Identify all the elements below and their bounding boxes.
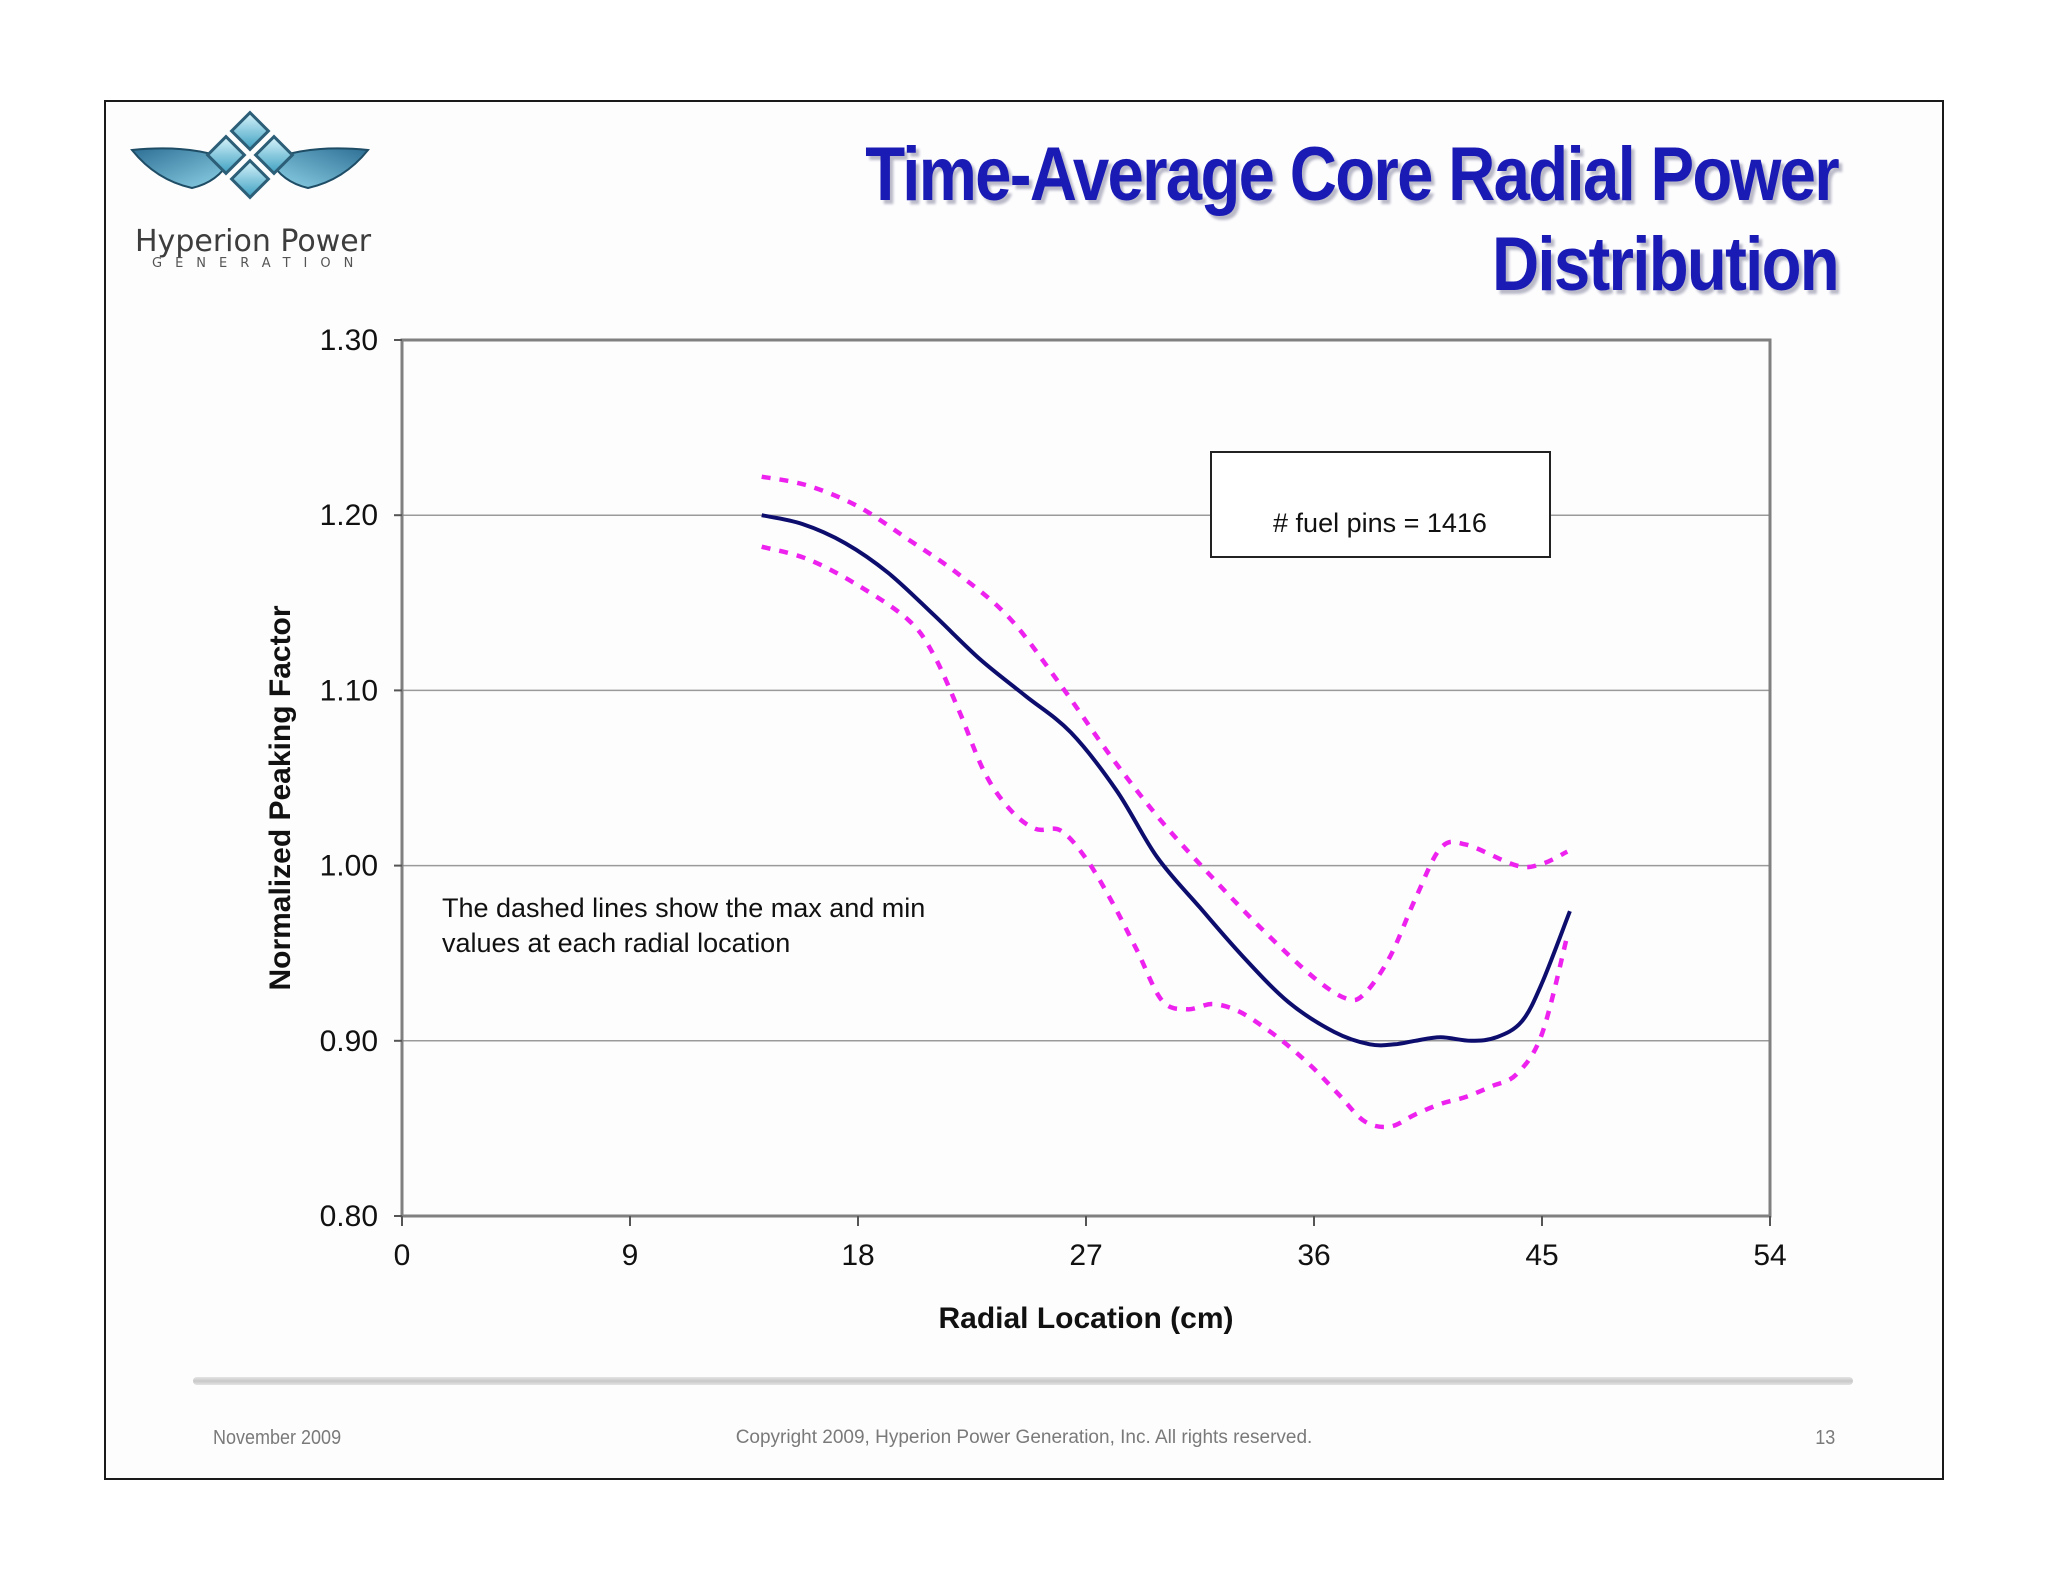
- max-dashed-line: [761, 474, 1569, 1003]
- fuel-pins-box: [1210, 451, 1551, 558]
- y-tick-label: 1.30: [320, 324, 378, 357]
- axes: 0.80 0.90 1.00 1.10 1.20 1.30 0 9 18 27 36 45 54: [320, 324, 1787, 1272]
- x-tick-label: 27: [1069, 1239, 1102, 1272]
- series: [761, 474, 1572, 1130]
- y-tick-label: 1.20: [320, 499, 378, 532]
- y-tick-label: 1.00: [320, 850, 378, 883]
- x-tick-label: 0: [394, 1239, 411, 1272]
- x-tick-label: 18: [841, 1239, 874, 1272]
- y-tick-label: 0.90: [320, 1025, 378, 1058]
- slide-title-line-2: Distribution: [1491, 222, 1840, 307]
- y-tick-label: 1.10: [320, 674, 378, 707]
- footer-copyright: Copyright 2009, Hyperion Power Generatio…: [735, 1427, 1313, 1448]
- fuel-pins-label: # fuel pins = 1416: [1273, 508, 1487, 538]
- min-dashed-line: [761, 544, 1570, 1130]
- slide-title: Time-Average Core Radial Power Distribut…: [806, 130, 1840, 310]
- y-axis-label: Normalized Peaking Factor: [264, 605, 297, 990]
- annotations: # fuel pins = 1416 The dashed lines show…: [442, 451, 1551, 958]
- x-axis-label: Radial Location (cm): [938, 1302, 1233, 1335]
- x-tick-label: 36: [1297, 1239, 1330, 1272]
- logo-subtitle: GENERATION: [152, 256, 367, 271]
- x-tick-label: 45: [1525, 1239, 1558, 1272]
- average-power-line: [761, 513, 1572, 1048]
- y-tick-label: 0.80: [320, 1200, 378, 1233]
- slide-title-line-1: Time-Average Core Radial Power: [865, 132, 1839, 217]
- footer-rule: [193, 1377, 1853, 1385]
- plot-area: [400, 338, 1772, 1218]
- dashed-note-line-1: The dashed lines show the max and min: [442, 893, 925, 923]
- footer-page-number: 13: [1814, 1427, 1835, 1449]
- logo-name: Hyperion Power: [135, 224, 372, 259]
- footer-date: November 2009: [213, 1427, 342, 1449]
- x-tick-label: 54: [1753, 1239, 1786, 1272]
- hyperion-logo-icon: [130, 110, 370, 200]
- dashed-note-line-2: values at each radial location: [442, 928, 790, 958]
- x-tick-label: 9: [622, 1239, 639, 1272]
- slide-frame: [104, 100, 1944, 1480]
- gridlines: [402, 514, 1770, 1042]
